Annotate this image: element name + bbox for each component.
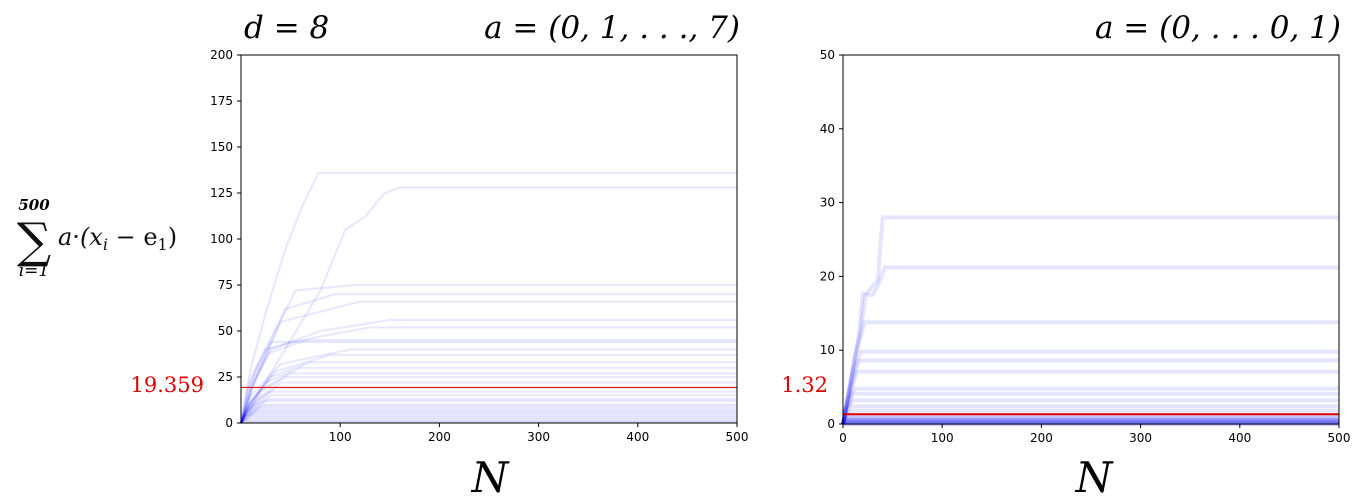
plot-area-right: 0 100 200 300 400 500 0 10 20 30 40 50 (820, 48, 1351, 445)
x-tick-label: 400 (1228, 431, 1251, 445)
x-axis-label: N (471, 453, 510, 500)
y-label-sub-1: 1 (158, 235, 168, 254)
chart-panel-right: a = (0, . . . 0, 1) 0 100 200 300 400 500 0 10 2… (781, 10, 1350, 500)
series-line-3 (841, 320, 1339, 425)
y-label-sum-symbol: ∑ (17, 213, 51, 269)
y-tick-label: 100 (210, 232, 233, 246)
series-line-4 (239, 293, 737, 424)
series-line-10 (841, 404, 1339, 425)
series-line-3 (239, 283, 737, 424)
series-line-10 (239, 348, 737, 424)
series-line-30 (240, 418, 737, 424)
y-tick-label: 20 (820, 269, 835, 283)
reference-value-label: 19.359 (131, 373, 204, 397)
series-line-2 (841, 265, 1339, 425)
y-tick-label: 75 (218, 278, 233, 292)
x-axis-label: N (1075, 453, 1114, 500)
x-tick-label: 100 (329, 430, 352, 444)
chart-title-right: a = (0, 1, . . ., 7) (484, 10, 740, 46)
series-line-5 (239, 300, 737, 424)
y-tick-label: 10 (820, 343, 835, 357)
y-tick-label: 30 (820, 196, 835, 210)
chart-panel-left: d = 8 a = (0, 1, . . ., 7) 100 200 300 400 5… (131, 10, 749, 500)
y-label-body: a·(x (58, 223, 103, 251)
reference-value-label: 1.32 (781, 373, 828, 397)
series-line-31 (240, 420, 737, 424)
y-axis-label: 500 ∑ i=1 a·(xi − e1) (17, 196, 177, 281)
x-tick-label: 0 (839, 431, 847, 445)
plot-area-left: 100 200 300 400 500 0 25 50 75 100 125 150 175 200 (210, 48, 748, 444)
y-tick-label: 0 (225, 416, 233, 430)
y-label-upper-limit: 500 (18, 196, 50, 214)
y-label-close: ) (168, 223, 177, 251)
y-tick-label: 0 (827, 417, 835, 431)
series-line-18 (239, 390, 737, 424)
x-tick-label: 400 (626, 430, 649, 444)
y-label-lower-limit: i=1 (19, 261, 50, 281)
y-tick-label: 50 (218, 324, 233, 338)
y-tick-label: 175 (210, 94, 233, 108)
series-line-15 (239, 375, 737, 424)
series-line-14 (239, 372, 737, 424)
chart-title-left: d = 8 (244, 10, 329, 46)
series-line-27 (240, 412, 737, 424)
x-tick-label: 300 (1129, 431, 1152, 445)
series-line-7 (239, 326, 737, 424)
y-label-sub-i: i (103, 235, 108, 254)
y-tick-label: 150 (210, 140, 233, 154)
series-line-13 (239, 366, 737, 424)
series-line-26 (240, 410, 737, 424)
x-tick-label: 200 (1030, 431, 1053, 445)
x-tick-label: 500 (1328, 431, 1351, 445)
y-tick-label: 25 (218, 370, 233, 384)
series-line-9 (239, 340, 737, 424)
series-line-6 (239, 318, 737, 424)
series-line-25 (240, 409, 737, 424)
series-line-29 (240, 416, 737, 424)
series-line-9 (841, 398, 1339, 425)
y-tick-label: 125 (210, 186, 233, 200)
x-tick-label: 500 (726, 430, 749, 444)
x-tick-label: 300 (527, 430, 550, 444)
series-line-28 (240, 414, 737, 424)
series-line-24 (240, 407, 737, 424)
x-tick-label: 200 (428, 430, 451, 444)
axes-frame (842, 54, 1340, 425)
series-line-21 (240, 399, 737, 424)
y-tick-label: 200 (210, 48, 233, 62)
chart-title-right: a = (0, . . . 0, 1) (1095, 10, 1341, 46)
series-line-1 (841, 215, 1339, 425)
series-line-4 (841, 349, 1339, 425)
y-label-minus: − e (108, 223, 158, 251)
series-line-2 (240, 186, 737, 424)
series-line-1 (239, 171, 737, 424)
series-line-23 (240, 405, 737, 424)
y-tick-label: 40 (820, 122, 835, 136)
x-tick-label: 100 (931, 431, 954, 445)
series-line-22 (240, 403, 737, 424)
series-line-17 (239, 386, 737, 424)
series-line-8 (239, 339, 737, 424)
y-label-expression: a·(xi − e1) (58, 223, 177, 254)
series-line-19 (240, 394, 737, 424)
series-line-11 (239, 353, 737, 424)
series-line-16 (240, 381, 737, 424)
series-line-11 (841, 408, 1339, 425)
series-line-5 (841, 358, 1339, 425)
series-line-20 (239, 398, 737, 424)
series-line-12 (239, 361, 737, 424)
y-tick-label: 50 (820, 48, 835, 62)
